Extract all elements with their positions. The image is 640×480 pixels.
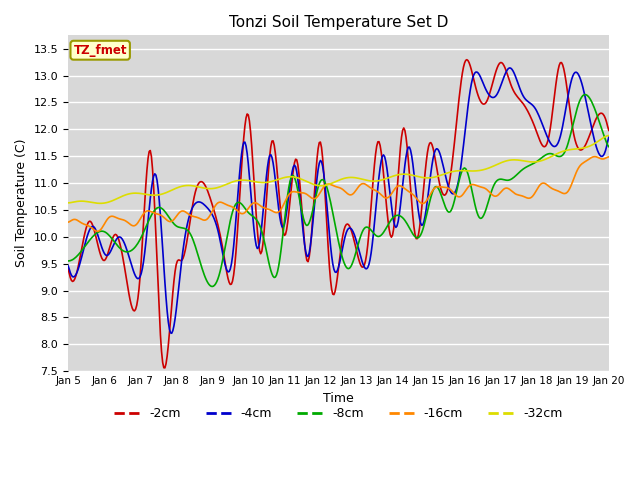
Title: Tonzi Soil Temperature Set D: Tonzi Soil Temperature Set D xyxy=(228,15,448,30)
Text: TZ_fmet: TZ_fmet xyxy=(74,44,127,57)
Legend: -2cm, -4cm, -8cm, -16cm, -32cm: -2cm, -4cm, -8cm, -16cm, -32cm xyxy=(109,402,568,425)
Y-axis label: Soil Temperature (C): Soil Temperature (C) xyxy=(15,139,28,267)
X-axis label: Time: Time xyxy=(323,392,354,405)
